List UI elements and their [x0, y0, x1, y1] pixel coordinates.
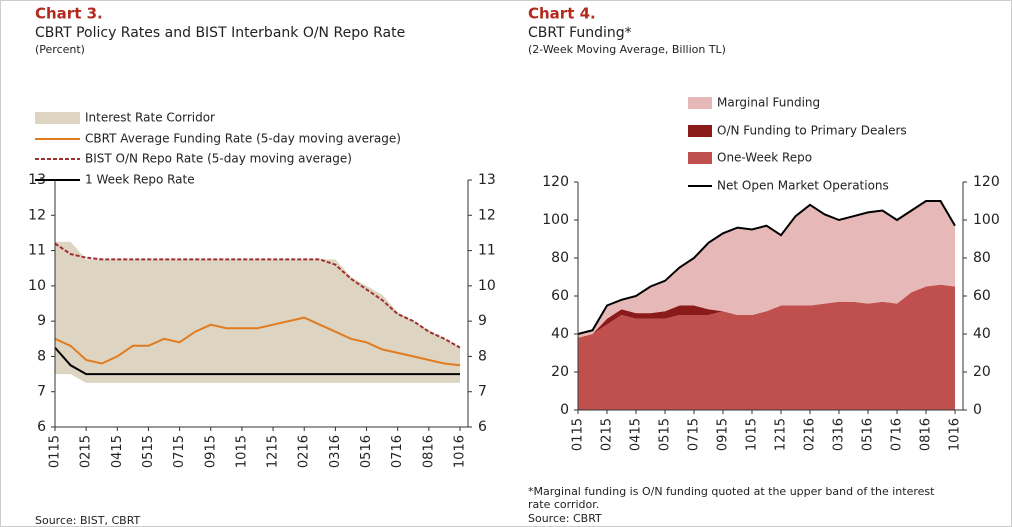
x-tick-label: 0215 — [79, 435, 94, 468]
y-tick-label: 9 — [37, 313, 46, 329]
stacked-area — [578, 201, 955, 338]
chart-note: (2-Week Moving Average, Billion TL) — [528, 43, 726, 56]
y-tick-label: 7 — [37, 384, 46, 400]
y-tick-label: 40 — [551, 326, 569, 342]
y-tick-label: 60 — [551, 288, 569, 304]
legend-label: One-Week Repo — [717, 151, 812, 165]
x-tick-label: 0216 — [803, 418, 818, 451]
corridor-band — [55, 241, 460, 383]
y-tick-label: 120 — [542, 174, 569, 190]
legend-swatch — [688, 125, 712, 137]
chart-note: (Percent) — [35, 43, 85, 56]
x-tick-label: 0516 — [861, 418, 876, 451]
x-tick-label: 1215 — [774, 418, 789, 451]
x-tick-label: 1215 — [266, 435, 281, 468]
x-tick-label: 0216 — [297, 435, 312, 468]
x-tick-label: 0915 — [716, 418, 731, 451]
chart-subtitle: CBRT Policy Rates and BIST Interbank O/N… — [35, 25, 405, 41]
y2-tick-label: 80 — [973, 250, 991, 266]
y2-tick-label: 60 — [973, 288, 991, 304]
x-tick-label: 0316 — [832, 418, 847, 451]
x-tick-label: 0515 — [141, 435, 156, 468]
y2-tick-label: 12 — [478, 207, 496, 223]
legend-label: Marginal Funding — [717, 96, 820, 110]
x-tick-label: 0915 — [203, 435, 218, 468]
chart-title: Chart 4. — [528, 5, 596, 23]
footnote: rate corridor. — [528, 498, 599, 511]
source: Source: CBRT — [528, 512, 602, 525]
x-tick-label: 0515 — [658, 418, 673, 451]
y-tick-label: 0 — [560, 402, 569, 418]
y2-tick-label: 6 — [478, 419, 487, 435]
y2-tick-label: 8 — [478, 348, 487, 364]
chart-subtitle: CBRT Funding* — [528, 25, 632, 41]
x-tick-label: 0215 — [600, 418, 615, 451]
chart-title: Chart 3. — [35, 5, 103, 23]
x-tick-label: 0415 — [110, 435, 125, 468]
legend-label: BIST O/N Repo Rate (5-day moving average… — [85, 152, 352, 166]
series-line — [577, 200, 956, 335]
x-tick-label: 1016 — [453, 435, 468, 468]
x-tick-label: 0715 — [172, 435, 187, 468]
footnote: *Marginal funding is O/N funding quoted … — [528, 485, 935, 498]
legend-swatch — [35, 112, 80, 124]
stacked-area — [578, 284, 955, 410]
x-tick-label: 1016 — [948, 418, 963, 451]
x-tick-label: 0716 — [890, 418, 905, 451]
y2-tick-label: 9 — [478, 313, 487, 329]
y-tick-label: 6 — [37, 419, 46, 435]
x-tick-label: 0115 — [571, 418, 586, 451]
series-line — [54, 316, 461, 367]
y-tick-label: 12 — [28, 207, 46, 223]
legend-label: Net Open Market Operations — [717, 179, 889, 193]
x-tick-label: 0716 — [390, 435, 405, 468]
x-tick-label: 1015 — [234, 435, 249, 468]
series-line — [54, 346, 460, 376]
y2-tick-label: 120 — [973, 174, 1000, 190]
x-tick-label: 0115 — [48, 435, 63, 468]
series-line — [54, 242, 461, 349]
y-tick-label: 80 — [551, 250, 569, 266]
y-tick-label: 100 — [542, 212, 569, 228]
legend-label: O/N Funding to Primary Dealers — [717, 124, 907, 138]
x-tick-label: 0816 — [421, 435, 436, 468]
x-tick-label: 0316 — [328, 435, 343, 468]
y2-tick-label: 7 — [478, 384, 487, 400]
legend-label: Interest Rate Corridor — [85, 111, 215, 125]
y2-tick-label: 40 — [973, 326, 991, 342]
x-tick-label: 0516 — [359, 435, 374, 468]
x-tick-label: 0715 — [687, 418, 702, 451]
y2-tick-label: 11 — [478, 243, 496, 259]
legend-swatch — [688, 152, 712, 164]
x-tick-label: 0816 — [919, 418, 934, 451]
x-tick-label: 1015 — [745, 418, 760, 451]
x-tick-label: 0415 — [629, 418, 644, 451]
y-tick-label: 8 — [37, 348, 46, 364]
source: Source: BIST, CBRT — [35, 514, 141, 527]
legend-swatch — [688, 97, 712, 109]
y2-tick-label: 20 — [973, 364, 991, 380]
legend-label: CBRT Average Funding Rate (5-day moving … — [85, 132, 401, 146]
y2-tick-label: 13 — [478, 172, 496, 188]
y-tick-label: 20 — [551, 364, 569, 380]
legend-label: 1 Week Repo Rate — [85, 173, 195, 187]
y2-tick-label: 100 — [973, 212, 1000, 228]
y2-tick-label: 0 — [973, 402, 982, 418]
y-tick-label: 11 — [28, 243, 46, 259]
y-tick-label: 10 — [28, 278, 46, 294]
y2-tick-label: 10 — [478, 278, 496, 294]
